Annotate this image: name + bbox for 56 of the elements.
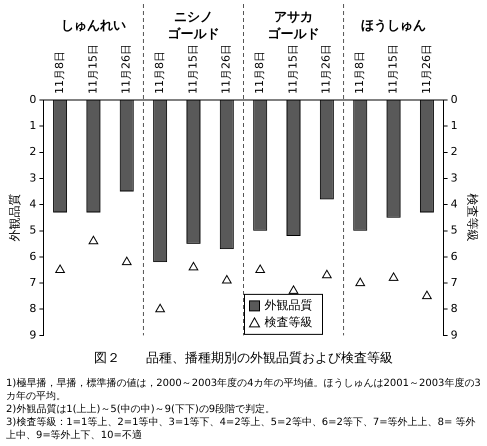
point <box>322 270 332 278</box>
y-tick-label: 4 <box>29 197 36 210</box>
x-tick-label: 11月8日 <box>152 51 166 94</box>
y-tick-label: 0 <box>29 92 36 106</box>
x-tick-label: 11月26日 <box>320 44 333 94</box>
x-tick-label: 11月26日 <box>120 44 133 94</box>
y-tick-label: 3 <box>29 171 36 184</box>
point <box>388 272 398 281</box>
text: アサカゴールド <box>268 10 320 42</box>
y-tick-label: 2 <box>29 145 36 158</box>
x-tick-label: 11月26日 <box>420 44 433 94</box>
point <box>222 274 232 284</box>
point <box>422 290 432 300</box>
x-tick-label: 11月15日 <box>186 44 200 94</box>
text: 図２ 品種、播種期別の外観品質および検査等級 <box>93 350 394 367</box>
y2-tick-label: 7 <box>450 276 458 289</box>
y-tick-label: 1 <box>29 119 36 132</box>
point <box>55 264 65 274</box>
y2-tick-label: 9 <box>450 328 458 342</box>
point <box>288 285 298 294</box>
point <box>122 256 132 266</box>
y2-tick-label: 0 <box>450 92 458 106</box>
x-tick-label: 11月15日 <box>286 44 300 94</box>
y2-tick-label: 6 <box>450 250 458 263</box>
y2-tick-label: 4 <box>450 197 458 210</box>
text: 2)外観品質は1(上上)～5(中の中)～9(下下)の9段階で判定。 <box>6 403 276 416</box>
text: しゅんれい <box>60 18 126 34</box>
y2-tick-label: 2 <box>450 145 458 158</box>
y2-axis-title: 検査等級 <box>466 194 480 242</box>
point <box>255 264 266 274</box>
y-axis-title: 外観品質 <box>7 194 22 242</box>
text: ニシノゴールド <box>167 10 220 42</box>
y-tick-label: 8 <box>29 302 36 316</box>
x-tick-label: 11月8日 <box>253 51 266 94</box>
legend-label: 検査等級 <box>264 315 312 330</box>
legend-label: 外観品質 <box>264 298 312 312</box>
text: 1)極早播，早播，標準播の値は，2000～2003年度の4カ年の平均値。ほうしゅんは2001～2003年度の3カ年の平均。 <box>6 377 481 403</box>
y-tick-label: 6 <box>29 250 36 263</box>
y2-tick-label: 8 <box>450 302 458 316</box>
text: 3)検査等級：1=1等上、2=1等中、3=1等下、4=2等上、5=2等中、6=2等下、7=等外上上、8= 等外上中、9=等外上下、10=不適 <box>6 416 477 442</box>
y2-tick-label: 1 <box>450 119 458 132</box>
y-tick-label: 5 <box>29 224 36 237</box>
y2-tick-label: 3 <box>450 171 458 184</box>
text: ほうしゅん <box>361 18 426 34</box>
x-tick-label: 11月15日 <box>386 44 400 94</box>
y2-tick-label: 5 <box>450 224 458 237</box>
point <box>355 278 366 286</box>
y-tick-label: 9 <box>29 328 36 342</box>
x-tick-label: 11月26日 <box>220 44 233 94</box>
x-tick-label: 11月15日 <box>86 44 100 94</box>
x-tick-label: 11月8日 <box>353 51 366 94</box>
point <box>188 262 198 270</box>
point <box>88 236 98 244</box>
point <box>155 304 165 312</box>
x-tick-label: 11月8日 <box>52 51 66 94</box>
y-tick-label: 7 <box>29 276 36 289</box>
